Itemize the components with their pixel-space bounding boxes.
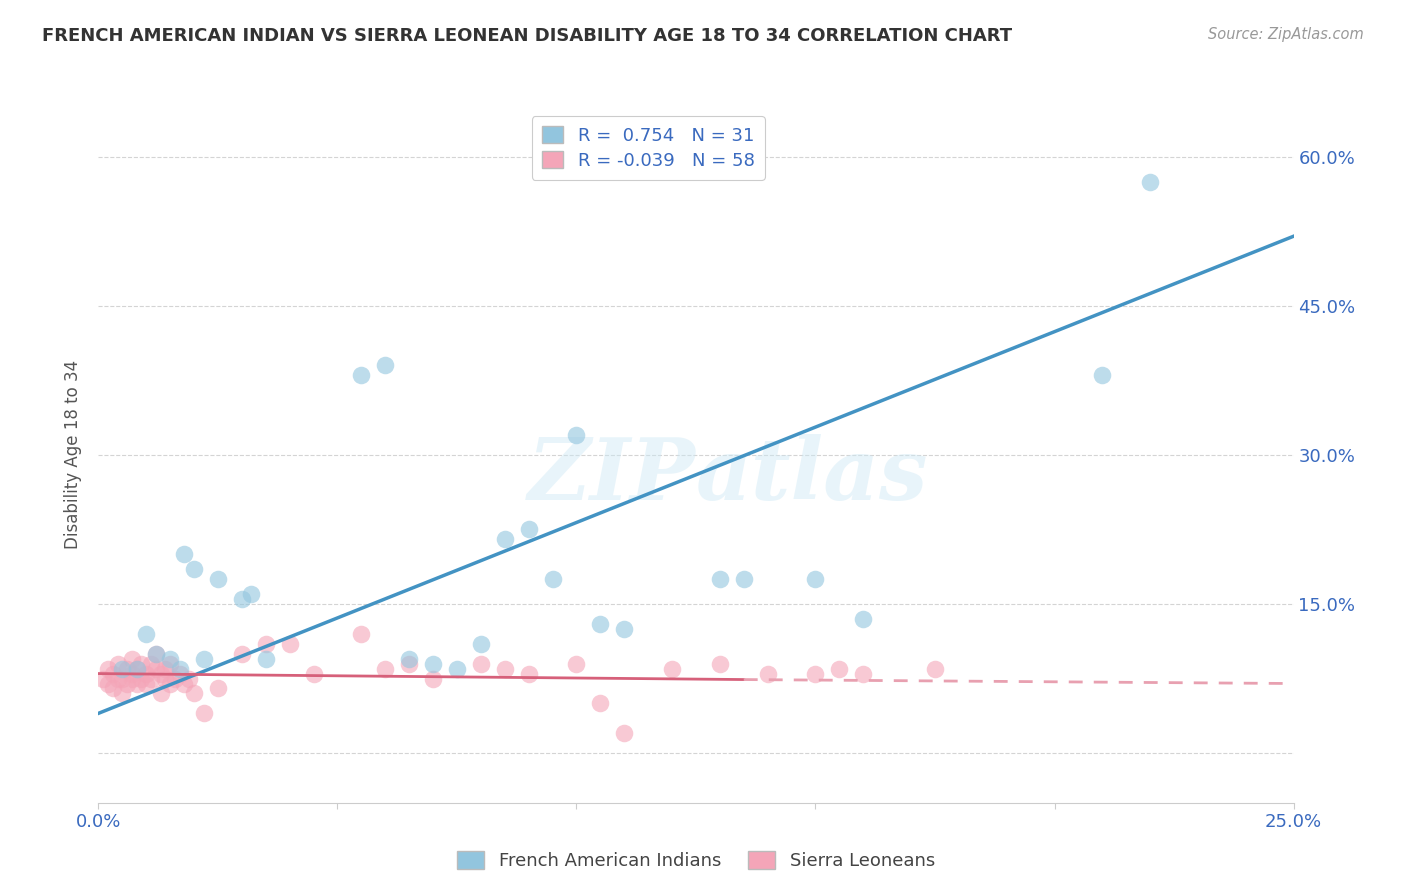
Point bbox=[374, 359, 396, 373]
Point bbox=[125, 662, 148, 676]
Point bbox=[589, 697, 612, 711]
Point bbox=[101, 666, 124, 681]
Point bbox=[111, 672, 134, 686]
Point bbox=[139, 657, 162, 671]
Point bbox=[852, 666, 875, 681]
Point bbox=[733, 572, 755, 586]
Point bbox=[494, 662, 516, 676]
Point bbox=[115, 676, 138, 690]
Point bbox=[193, 651, 215, 665]
Point bbox=[350, 368, 373, 383]
Point bbox=[565, 657, 588, 671]
Point bbox=[131, 657, 153, 671]
Text: Source: ZipAtlas.com: Source: ZipAtlas.com bbox=[1208, 27, 1364, 42]
Point bbox=[517, 523, 540, 537]
Point bbox=[107, 657, 129, 671]
Point bbox=[149, 686, 172, 700]
Point bbox=[828, 662, 851, 676]
Point bbox=[155, 672, 177, 686]
Point bbox=[179, 672, 201, 686]
Point bbox=[131, 672, 153, 686]
Point bbox=[254, 651, 277, 665]
Point bbox=[97, 676, 120, 690]
Text: ZIP: ZIP bbox=[529, 434, 696, 517]
Point bbox=[111, 686, 134, 700]
Point bbox=[125, 676, 148, 690]
Point bbox=[589, 616, 612, 631]
Point bbox=[398, 651, 420, 665]
Point bbox=[163, 672, 186, 686]
Point bbox=[125, 662, 148, 676]
Text: FRENCH AMERICAN INDIAN VS SIERRA LEONEAN DISABILITY AGE 18 TO 34 CORRELATION CHA: FRENCH AMERICAN INDIAN VS SIERRA LEONEAN… bbox=[42, 27, 1012, 45]
Point bbox=[169, 662, 191, 676]
Point bbox=[101, 681, 124, 696]
Point bbox=[541, 572, 564, 586]
Point bbox=[565, 428, 588, 442]
Point bbox=[91, 672, 114, 686]
Point bbox=[145, 647, 167, 661]
Y-axis label: Disability Age 18 to 34: Disability Age 18 to 34 bbox=[65, 360, 83, 549]
Point bbox=[924, 662, 946, 676]
Point bbox=[350, 627, 373, 641]
Point bbox=[121, 666, 143, 681]
Point bbox=[207, 681, 229, 696]
Point bbox=[135, 627, 157, 641]
Point bbox=[422, 672, 444, 686]
Point bbox=[193, 706, 215, 721]
Point bbox=[398, 657, 420, 671]
Point bbox=[302, 666, 325, 681]
Point bbox=[173, 676, 195, 690]
Point bbox=[111, 662, 134, 676]
Point bbox=[517, 666, 540, 681]
Point bbox=[446, 662, 468, 676]
Point bbox=[121, 651, 143, 665]
Point bbox=[107, 672, 129, 686]
Point bbox=[661, 662, 683, 676]
Point bbox=[804, 666, 827, 681]
Point bbox=[145, 647, 167, 661]
Point bbox=[155, 662, 177, 676]
Point bbox=[1139, 175, 1161, 189]
Point bbox=[709, 657, 731, 671]
Point bbox=[207, 572, 229, 586]
Point bbox=[1091, 368, 1114, 383]
Point bbox=[173, 547, 195, 561]
Point bbox=[240, 587, 263, 601]
Point bbox=[139, 672, 162, 686]
Point bbox=[145, 662, 167, 676]
Point bbox=[422, 657, 444, 671]
Point bbox=[470, 657, 492, 671]
Point bbox=[278, 637, 301, 651]
Legend: French American Indians, Sierra Leoneans: French American Indians, Sierra Leoneans bbox=[450, 844, 942, 877]
Point bbox=[97, 662, 120, 676]
Text: atlas: atlas bbox=[696, 434, 928, 517]
Point bbox=[159, 657, 181, 671]
Point bbox=[159, 651, 181, 665]
Point bbox=[613, 622, 636, 636]
Point bbox=[804, 572, 827, 586]
Point bbox=[374, 662, 396, 676]
Point bbox=[709, 572, 731, 586]
Point bbox=[135, 676, 157, 690]
Point bbox=[135, 666, 157, 681]
Point bbox=[231, 592, 253, 607]
Point bbox=[852, 612, 875, 626]
Point bbox=[613, 726, 636, 740]
Point bbox=[121, 672, 143, 686]
Point bbox=[470, 637, 492, 651]
Point bbox=[254, 637, 277, 651]
Point bbox=[149, 666, 172, 681]
Point bbox=[169, 666, 191, 681]
Point bbox=[494, 533, 516, 547]
Point bbox=[231, 647, 253, 661]
Point bbox=[756, 666, 779, 681]
Point bbox=[159, 676, 181, 690]
Point bbox=[183, 562, 205, 576]
Point bbox=[183, 686, 205, 700]
Point bbox=[115, 662, 138, 676]
